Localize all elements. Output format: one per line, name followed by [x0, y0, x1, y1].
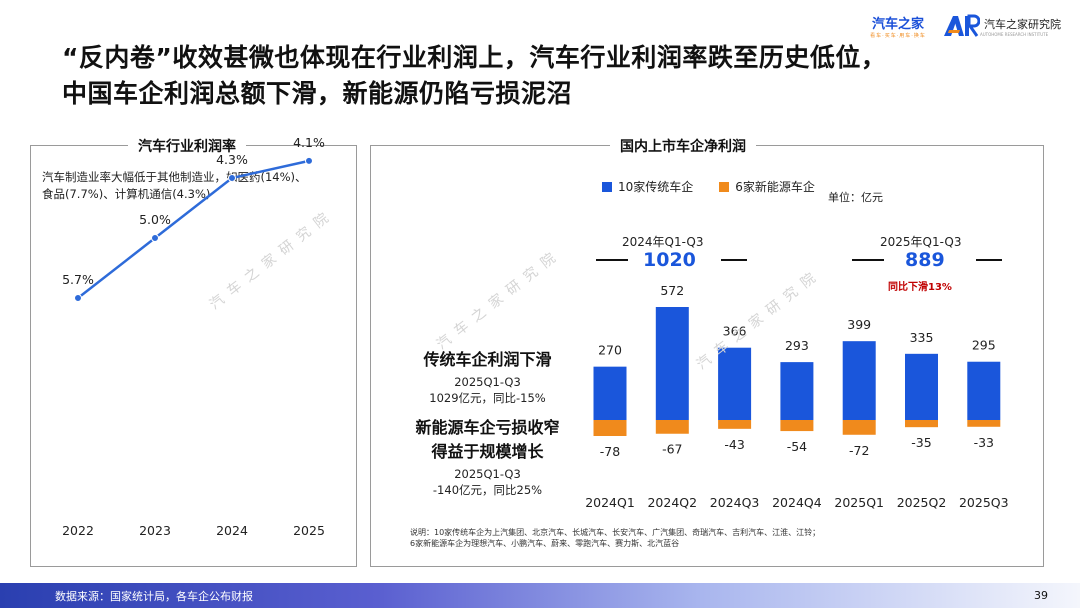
bar-x-tick: 2024Q1	[585, 495, 635, 510]
footnote-line2: 6家新能源车企为理想汽车、小鹏汽车、蔚来、零跑汽车、赛力斯、北汽蓝谷	[410, 539, 680, 548]
summary-2025-total: 889	[905, 249, 945, 271]
autohome-logo-name: 汽车之家	[871, 17, 924, 32]
bar-traditional	[655, 307, 689, 420]
bar-x-tick: 2024Q2	[647, 495, 697, 510]
legend-label-traditional: 10家传统车企	[618, 180, 694, 194]
side-text-traditional-period: 2025Q1-Q3	[454, 375, 521, 389]
summary-2025-change: 同比下滑13%	[888, 282, 952, 293]
chart-legend: 10家传统车企 6家新能源车企	[602, 178, 815, 195]
summary-2025-dash-left	[852, 259, 884, 261]
institute-logo-icon	[944, 14, 980, 37]
margin-point	[74, 294, 82, 302]
bar-x-tick: 2024Q3	[710, 495, 760, 510]
bar-traditional-label: 572	[660, 283, 684, 298]
bar-traditional	[718, 347, 752, 420]
bar-traditional-label: 399	[847, 317, 871, 332]
bar-nev	[718, 420, 752, 429]
page-title-line2: 中国车企利润总额下滑，新能源仍陷亏损泥沼	[62, 79, 573, 108]
bar-traditional-label: 366	[723, 324, 747, 339]
bar-traditional	[967, 361, 1001, 420]
bar-nev	[655, 420, 689, 434]
summary-2024-period: 2024年Q1-Q3	[622, 235, 704, 249]
net-profit-title: 国内上市车企净利润	[610, 136, 756, 156]
summary-2024-total: 1020	[643, 249, 696, 271]
profit-margin-note: 汽车制造业率大幅低于其他制造业，如医药(14%)、 食品(7.7%)、计算机通信…	[42, 169, 307, 203]
bar-traditional	[780, 362, 814, 420]
side-text-nev-period: 2025Q1-Q3	[454, 467, 521, 481]
bar-nev-label: -35	[911, 435, 931, 450]
bar-nev-label: -78	[600, 444, 620, 459]
legend-swatch-traditional	[602, 181, 612, 192]
footer-source: 数据来源：国家统计局，各车企公布财报	[55, 590, 253, 603]
margin-data-label: 4.3%	[216, 152, 248, 167]
bar-nev	[593, 420, 627, 436]
bar-nev	[905, 420, 938, 428]
legend-label-nev: 6家新能源车企	[735, 180, 815, 194]
margin-point	[305, 156, 313, 165]
institute-logo-en: AUTOHOME RESEARCH INSTITUTE	[980, 31, 1049, 37]
legend-swatch-nev	[719, 181, 730, 192]
page-title: “反内卷”收效甚微也体现在行业利润上，汽车行业利润率跌至历史低位， 中国车企利润…	[62, 40, 886, 112]
page-title-line1: “反内卷”收效甚微也体现在行业利润上，汽车行业利润率跌至历史低位，	[62, 43, 887, 72]
bar-traditional	[905, 353, 938, 420]
bar-nev-label: -54	[787, 439, 807, 454]
bar-x-tick: 2025Q2	[897, 495, 947, 510]
autohome-logo-slogan: 看车·买车·用车·换车	[870, 33, 926, 39]
margin-point	[228, 174, 236, 183]
bar-traditional-label: 270	[598, 343, 622, 358]
bar-x-tick: 2025Q3	[959, 495, 1009, 510]
side-text-traditional-value: 1029亿元，同比-15%	[429, 391, 546, 405]
unit-label: 单位：亿元	[828, 191, 883, 204]
side-text-nev-value: -140亿元，同比25%	[432, 483, 543, 497]
institute-logo: 汽车之家研究院 AUTOHOME RESEARCH INSTITUTE	[942, 14, 1061, 38]
bar-x-tick: 2025Q1	[834, 495, 884, 510]
bar-traditional-label: 293	[785, 338, 809, 353]
bar-traditional-label: 335	[910, 330, 934, 345]
bar-nev-label: -33	[974, 435, 994, 450]
margin-x-tick: 2023	[139, 523, 171, 538]
margin-data-label: 5.7%	[62, 272, 94, 287]
bar-nev	[842, 420, 876, 435]
bar-nev	[780, 420, 814, 432]
margin-data-label: 4.1%	[293, 135, 325, 150]
margin-x-tick: 2022	[62, 523, 94, 538]
side-heading-nev-line2: 得益于规模增长	[431, 442, 544, 461]
bar-x-tick: 2024Q4	[772, 495, 822, 510]
profit-margin-note-line2: 食品(7.7%)、计算机通信(4.3%)	[42, 187, 211, 201]
bar-traditional	[593, 366, 627, 420]
summary-2024-dash-right	[721, 259, 747, 261]
side-commentary: 传统车企利润下滑 2025Q1-Q3 1029亿元，同比-15% 新能源车企亏损…	[395, 346, 580, 498]
footnote: 说明：10家传统车企为上汽集团、北京汽车、长城汽车、长安汽车、广汽集团、奇瑞汽车…	[410, 527, 820, 549]
autohome-logo: 汽车之家 看车·买车·用车·换车	[866, 13, 930, 39]
summary-2025-dash-right	[976, 259, 1002, 261]
profit-margin-note-line1: 汽车制造业率大幅低于其他制造业，如医药(14%)、	[42, 170, 307, 184]
bar-nev-label: -72	[849, 443, 869, 458]
side-heading-nev-line1: 新能源车企亏损收窄	[415, 418, 560, 437]
margin-point	[151, 234, 159, 243]
bar-nev-label: -43	[724, 437, 744, 452]
bar-nev-label: -67	[662, 442, 682, 457]
margin-data-label: 5.0%	[139, 212, 171, 227]
bar-traditional-label: 295	[972, 338, 996, 353]
profit-margin-title: 汽车行业利润率	[128, 136, 246, 156]
institute-logo-name: 汽车之家研究院	[984, 17, 1061, 31]
margin-x-tick: 2024	[216, 523, 248, 538]
bar-traditional	[842, 341, 876, 420]
margin-x-tick: 2025	[293, 523, 325, 538]
summary-2024-dash-left	[596, 259, 628, 261]
footnote-line1: 说明：10家传统车企为上汽集团、北京汽车、长城汽车、长安汽车、广汽集团、奇瑞汽车…	[410, 528, 821, 537]
footer-bar	[0, 583, 1080, 608]
summary-2025-period: 2025年Q1-Q3	[880, 235, 962, 249]
margin-line	[77, 159, 310, 299]
page-number: 39	[1034, 589, 1048, 602]
bar-nev	[967, 420, 1001, 427]
side-heading-traditional: 传统车企利润下滑	[423, 350, 552, 369]
